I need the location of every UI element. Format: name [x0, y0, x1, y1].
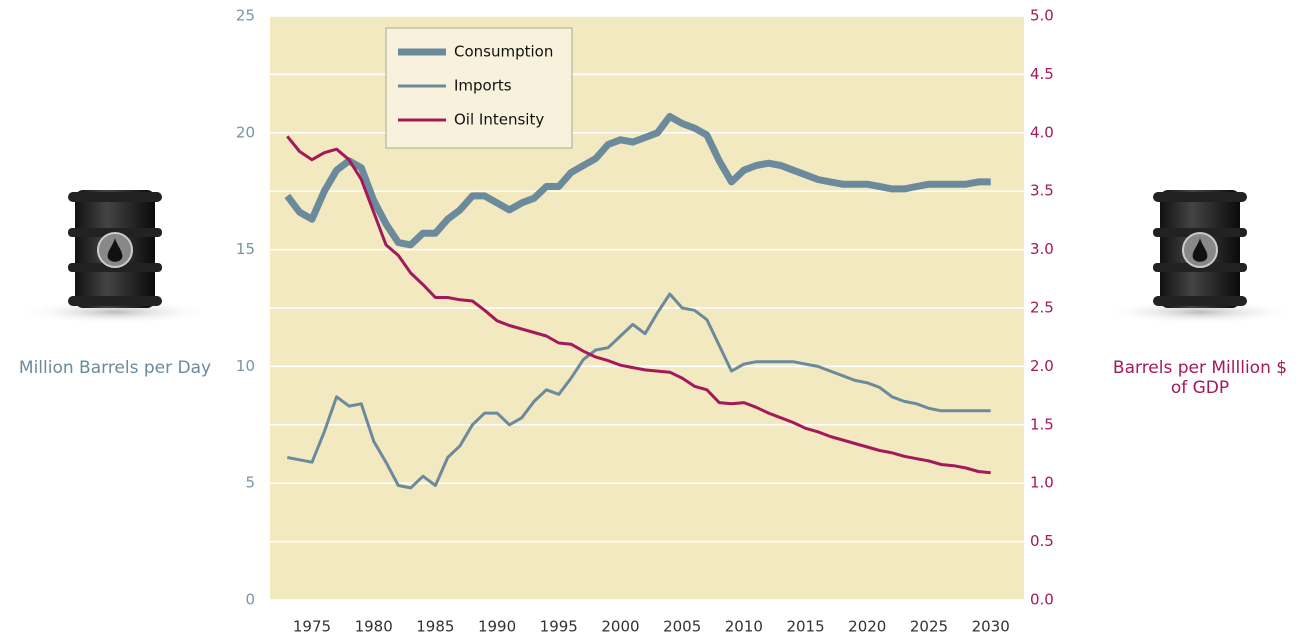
x-tick-label: 1985: [416, 618, 454, 636]
y-tick-label: 20: [236, 123, 255, 141]
x-tick-label: 1980: [355, 618, 393, 636]
y2-tick-label: 4.5: [1030, 65, 1054, 83]
x-tick-label: 2010: [725, 618, 763, 636]
x-tick-label: 1975: [293, 618, 331, 636]
x-tick-label: 2030: [972, 618, 1010, 636]
y2-tick-label: 0.0: [1030, 591, 1054, 609]
x-tick-label: 2005: [663, 618, 701, 636]
y2-tick-label: 2.5: [1030, 299, 1054, 317]
y2-tick-label: 5.0: [1030, 7, 1054, 25]
chart: 05101520250.00.51.01.52.02.53.03.54.04.5…: [0, 0, 1304, 640]
barrel-icon: [20, 190, 210, 324]
y2-tick-label: 2.0: [1030, 357, 1054, 375]
page: 05101520250.00.51.01.52.02.53.03.54.04.5…: [0, 0, 1304, 640]
legend-label: Oil Intensity: [454, 111, 544, 129]
y2-tick-label: 1.5: [1030, 415, 1054, 433]
y2-tick-label: 4.0: [1030, 123, 1054, 141]
y2-tick-label: 1.0: [1030, 474, 1054, 492]
x-tick-label: 2000: [601, 618, 639, 636]
x-tick-label: 2015: [786, 618, 824, 636]
x-tick-label: 2020: [848, 618, 886, 636]
y-tick-label: 25: [236, 7, 255, 25]
y-tick-label: 15: [236, 240, 255, 258]
x-tick-label: 2025: [910, 618, 948, 636]
y2-tick-label: 0.5: [1030, 532, 1054, 550]
x-tick-label: 1995: [540, 618, 578, 636]
y-tick-label: 10: [236, 357, 255, 375]
legend-label: Imports: [454, 77, 512, 95]
x-tick-label: 1990: [478, 618, 516, 636]
y2-tick-label: 3.5: [1030, 182, 1054, 200]
y-tick-label: 0: [245, 591, 255, 609]
legend-label: Consumption: [454, 43, 553, 61]
y-tick-label: 5: [245, 474, 255, 492]
y2-tick-label: 3.0: [1030, 240, 1054, 258]
y2-axis-label: Barrels per Milllion $ of GDP: [1105, 358, 1295, 398]
y-axis-label: Million Barrels per Day: [0, 358, 230, 378]
